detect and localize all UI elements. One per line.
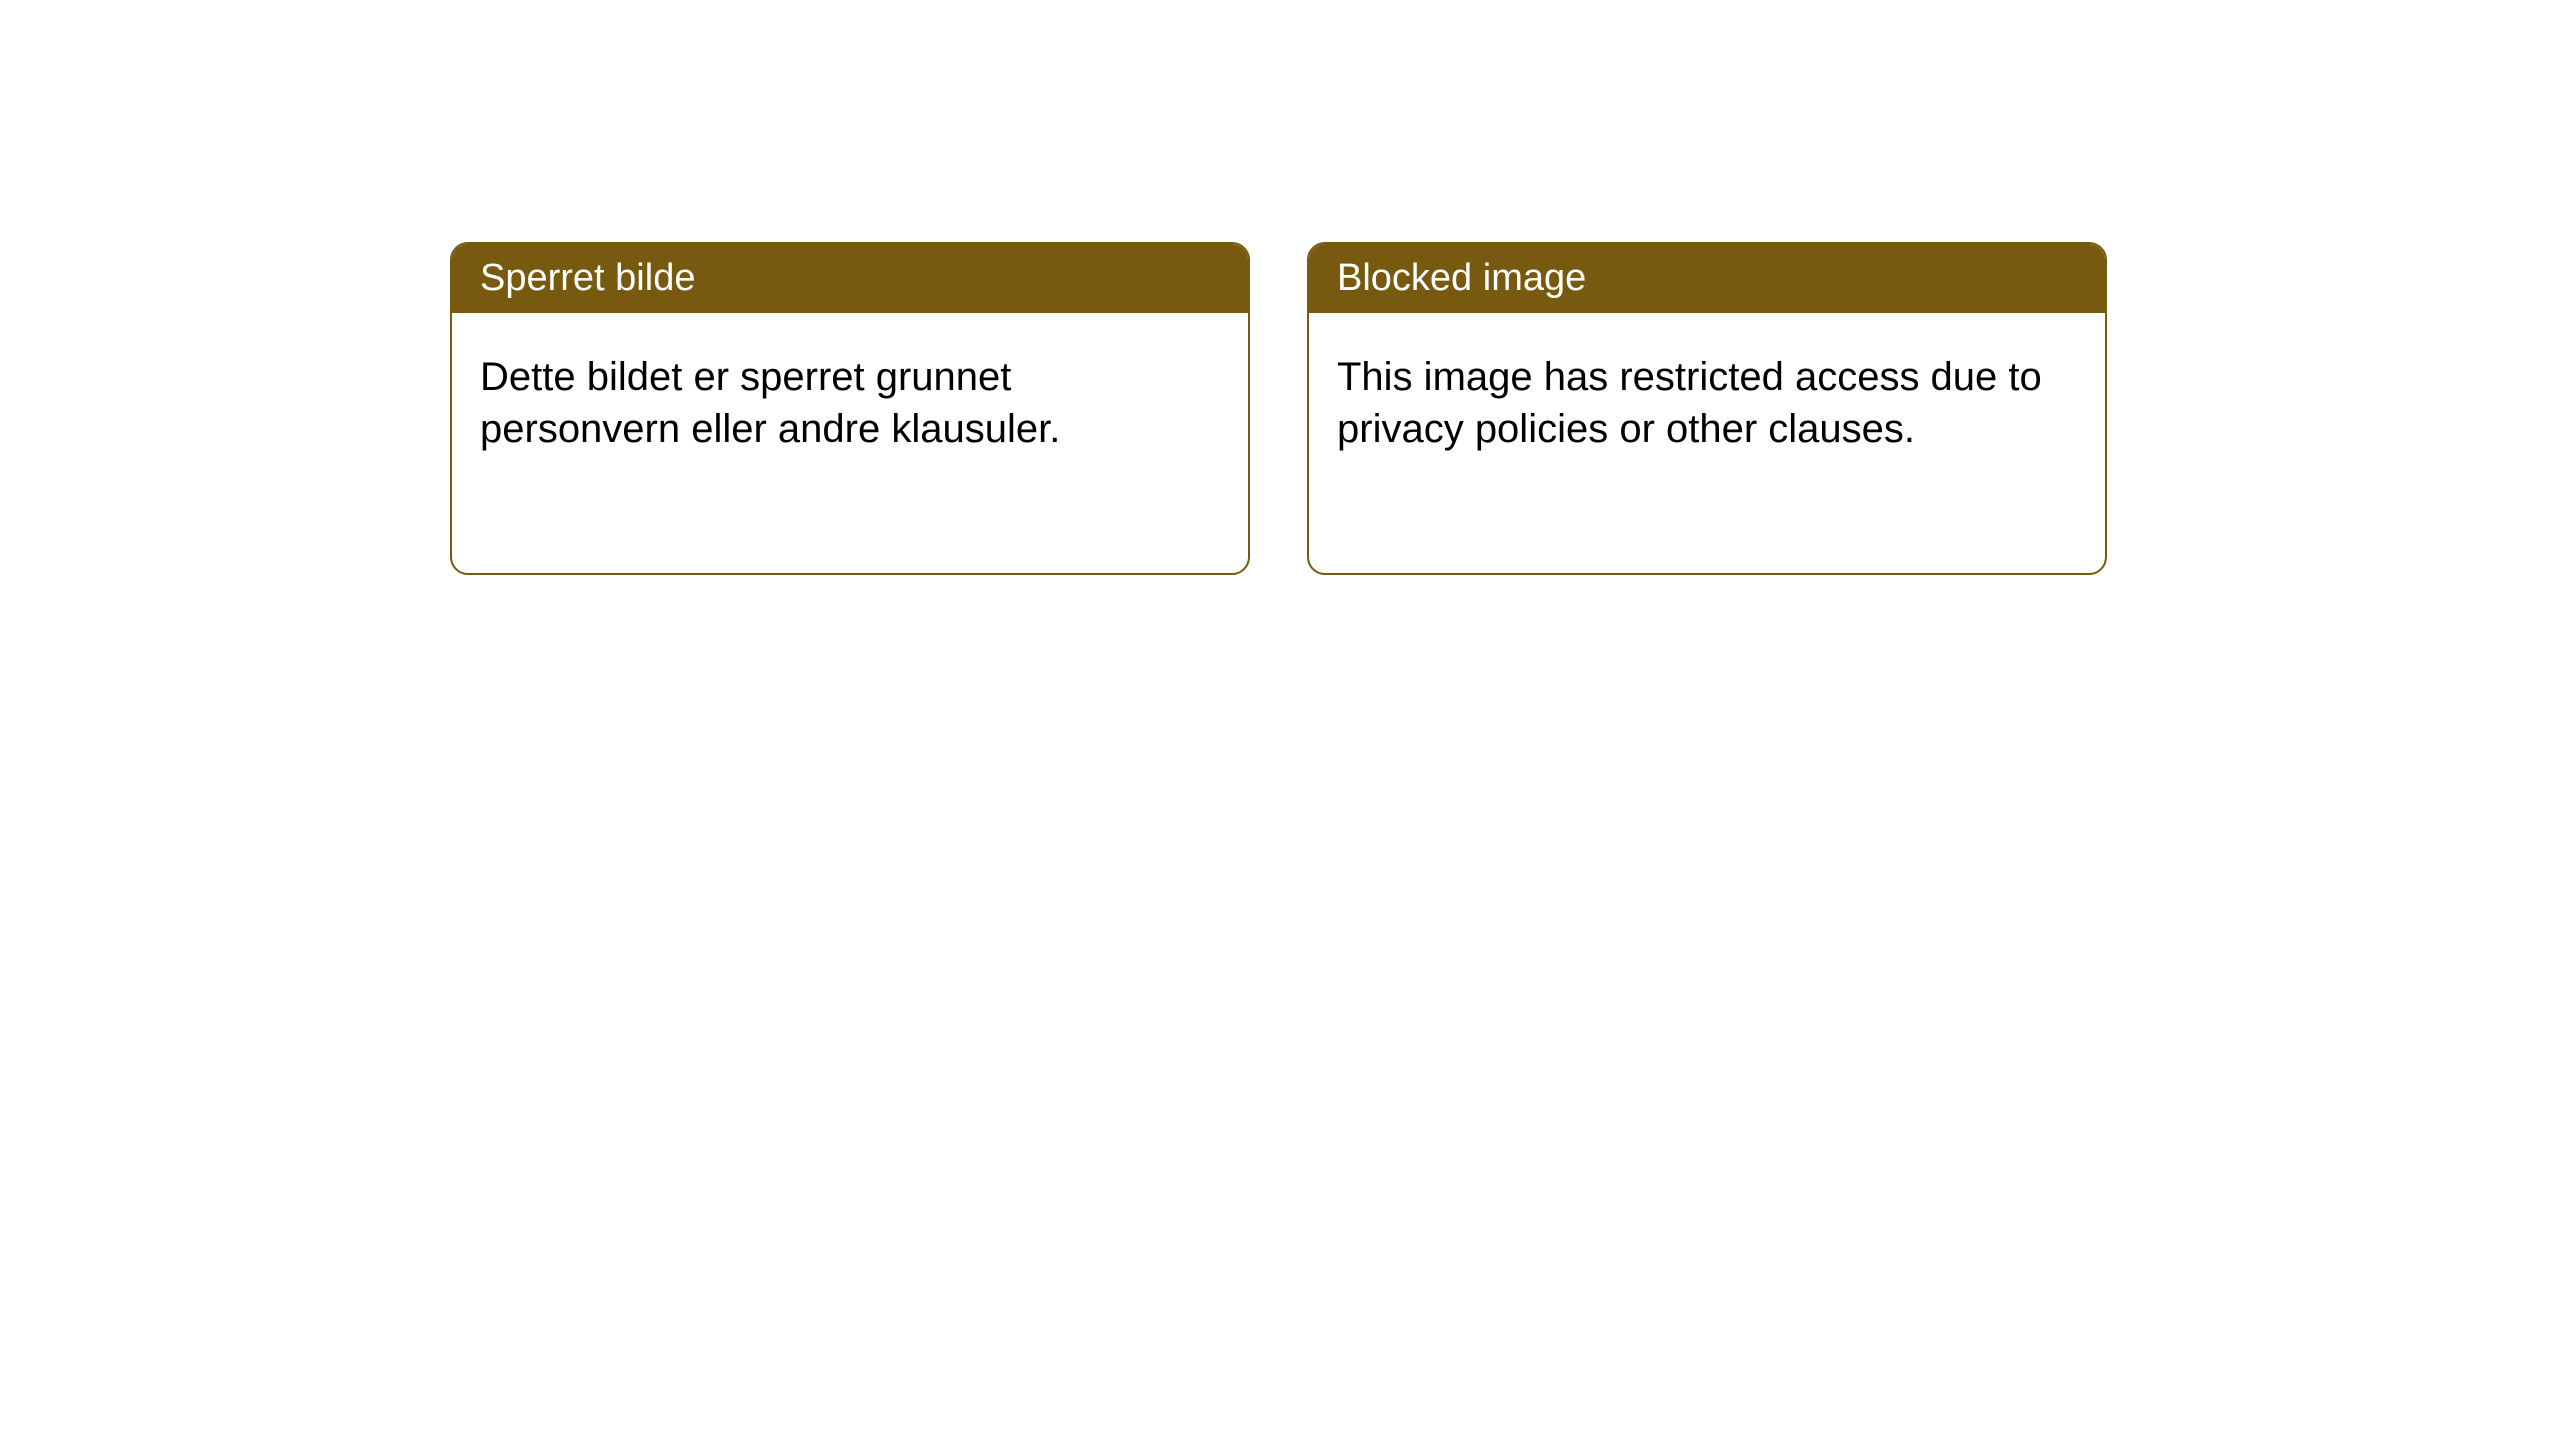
card-header: Sperret bilde (452, 244, 1248, 313)
card-title: Blocked image (1337, 257, 1586, 299)
card-body: Dette bildet er sperret grunnet personve… (452, 313, 1248, 493)
card-body-text: Dette bildet er sperret grunnet personve… (480, 355, 1060, 451)
card-header: Blocked image (1309, 244, 2105, 313)
card-title: Sperret bilde (480, 257, 695, 299)
card-body-text: This image has restricted access due to … (1337, 355, 2042, 451)
notice-cards-container: Sperret bilde Dette bildet er sperret gr… (450, 242, 2107, 575)
notice-card-english: Blocked image This image has restricted … (1307, 242, 2107, 575)
card-body: This image has restricted access due to … (1309, 313, 2105, 493)
notice-card-norwegian: Sperret bilde Dette bildet er sperret gr… (450, 242, 1250, 575)
